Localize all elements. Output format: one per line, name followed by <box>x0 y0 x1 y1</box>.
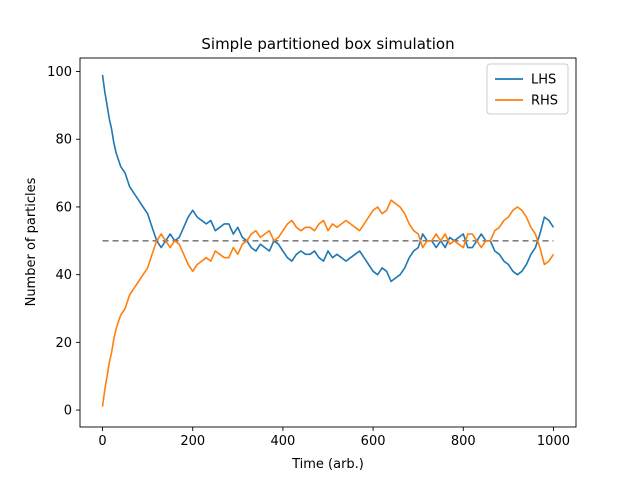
y-tick-label: 80 <box>55 133 72 148</box>
y-tick-label: 20 <box>55 336 72 351</box>
x-tick-label: 400 <box>270 434 295 449</box>
x-tick-label: 0 <box>98 434 106 449</box>
series-line-lhs <box>101 74 555 283</box>
chart-title: Simple partitioned box simulation <box>201 35 454 53</box>
legend-label-lhs: LHS <box>531 73 556 88</box>
x-tick-label: 200 <box>180 434 205 449</box>
x-tick-label: 1000 <box>537 434 570 449</box>
y-tick-label: 100 <box>47 65 72 80</box>
series-line-rhs <box>101 199 555 407</box>
y-axis-label: Number of particles <box>24 177 39 306</box>
x-axis-label: Time (arb.) <box>291 457 364 472</box>
plot-area <box>101 74 555 407</box>
y-tick-label: 0 <box>64 404 72 419</box>
axes: 0 200 400 600 800 1000 0 20 40 60 80 100 <box>47 57 577 449</box>
x-tick-label: 600 <box>361 434 386 449</box>
y-tick-label: 60 <box>55 200 72 215</box>
legend-box <box>486 63 569 115</box>
legend: LHS RHS <box>486 63 569 115</box>
legend-label-rhs: RHS <box>531 94 558 109</box>
axes-frame <box>79 57 577 428</box>
y-tick-label: 40 <box>55 268 72 283</box>
x-tick-label: 800 <box>451 434 476 449</box>
